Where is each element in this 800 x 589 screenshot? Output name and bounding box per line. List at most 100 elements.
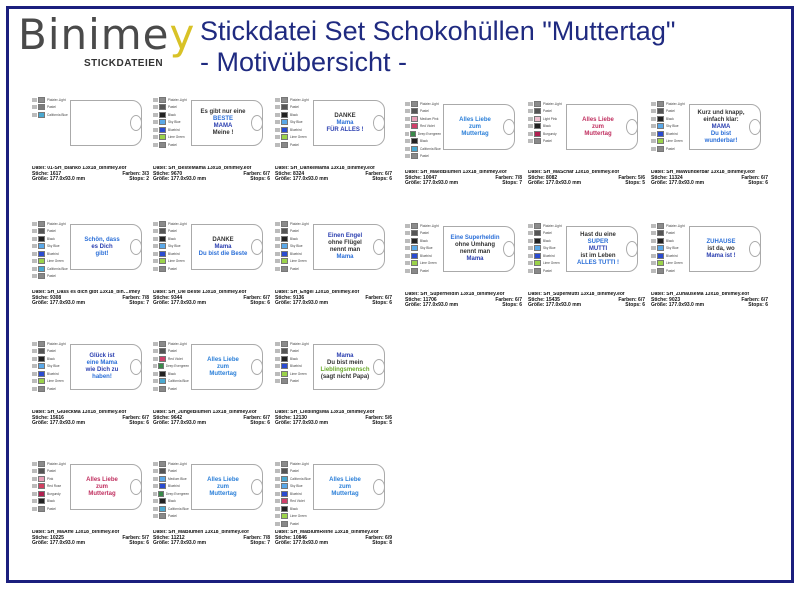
thread-row: Pink [32,475,68,482]
thread-row: Pastel [275,104,311,111]
cover-notch [130,359,142,375]
thread-color-swatch [38,104,45,110]
thread-color-swatch [157,363,164,369]
thread-name: Black [47,356,55,361]
thread-name: Lime Green [47,259,64,263]
thread-row: Lime Green [275,258,311,265]
thread-palette: Platzier-Light Pastel Medium Blue Bluebird D… [153,460,189,520]
file-name: Datei: SH_MaedBlumen 13x18_binimey.eof [405,170,507,175]
info-colors: Farben: 6/7 [741,296,768,303]
thread-spool-icon [32,105,37,109]
thread-color-swatch [281,498,288,504]
thread-color-swatch [159,96,166,103]
motif-text-line: Muttertag [209,490,237,497]
thread-spool-icon [651,124,656,128]
info-stops: Stops: 5 [625,180,645,187]
thread-row: Black [405,237,441,244]
thread-name: Platzier-Light [168,461,187,466]
thread-spool-icon [153,236,158,241]
motif-design: Alles Liebe zum Muttertag [573,109,623,145]
thread-row: Medium Blue [153,475,189,482]
thread-color-swatch [38,220,45,227]
thread-name: Pastel [168,229,177,233]
thread-color-swatch [38,235,45,242]
thread-row: Platzier-Light [528,100,564,107]
info-colors: Farben: 6/7 [243,170,270,177]
motif-text-line: MAMA [711,123,731,130]
motif-text-line: es Dich [91,243,113,250]
thread-name: Red Violet [420,124,435,128]
thread-name: Deep Evergreen [165,364,189,368]
info-stitches: Stiche: 8324 [275,170,305,177]
thread-row: Platzier-Light [32,460,68,467]
thread-spool-icon [153,105,158,109]
chocolate-cover-preview [70,100,142,146]
thread-name: Black [168,236,176,241]
motif-text-line: nennt man [459,249,491,255]
file-name: Datei: SH_Die Beste 13x18_binimey.eof [153,290,247,295]
thread-name: Pastel [290,521,299,526]
thread-name: California Blue [47,112,68,117]
motif-tile: Platzier-Light Pastel Pink Red Rose Burgundy… [32,460,149,562]
thread-spool-icon [405,238,410,243]
motif-text-line: DANKE [334,112,356,119]
motif-text-line: Kurz und knapp, [697,109,745,116]
thread-row: California Blue [275,475,311,482]
info-size: Größe: 177.0x93.0 mm [528,302,582,309]
motif-text-line: ohne Umhang [455,242,495,248]
cover-notch [373,239,385,255]
thread-spool-icon [405,116,410,121]
thread-name: Red Violet [290,499,305,503]
motif-text-line: Mama ist ! [706,252,736,259]
thread-name: Pastel [168,386,177,391]
thread-row: Sky Blue [275,119,311,126]
motif-text-line: ZUHAUSE [706,238,736,245]
info-stops: Stops: 6 [129,540,149,547]
chocolate-cover-preview: Alles Liebe zum Muttertag [191,464,263,510]
thread-row: Lime Green [275,513,311,520]
thread-name: Sky Blue [290,120,303,124]
thread-color-swatch [159,228,166,234]
thread-name: Pastel [47,229,56,233]
info-stitches: Stiche: 9308 [32,294,62,301]
thread-color-swatch [534,100,541,107]
info-colors: Farben: 7/8 [243,534,270,541]
thread-name: Lime Green [666,261,683,265]
thread-name: Black [420,238,428,243]
thread-name: Black [666,238,674,243]
thread-color-swatch [411,237,418,244]
thread-row: Pastel [405,267,441,274]
thread-spool-icon [528,101,533,106]
thread-name: Bluebird [290,364,302,368]
thread-name: Platzier-Light [168,97,187,102]
motif-tile: Platzier-Light Pastel Black Sky Blue Bluebir… [153,220,270,322]
motif-tile: Platzier-Light Pastel Black Sky Blue Bluebir… [32,220,149,322]
thread-row: Platzier-Light [275,460,311,467]
file-info: Datei: SH_GlueckMa 13x18_binimey.eof Stic… [32,410,149,427]
file-info: Datei: SH_DankeMama 13x18_binimey.eof Sti… [275,166,392,183]
info-size: Größe: 177.0x93.0 mm [275,176,329,183]
thread-color-swatch [657,230,664,236]
thread-color-swatch [38,355,45,362]
thread-name: Pastel [47,105,56,109]
thread-name: Platzier-Light [47,97,66,102]
motif-design: Alles Liebe zum Muttertag [198,469,248,505]
thread-color-swatch [411,115,418,122]
motif-text-line: Mama [466,256,484,262]
thread-name: Bluebird [47,371,59,376]
thread-color-swatch [411,100,418,107]
chocolate-cover-preview: Eine Superheldin ohne Umhang nennt man Mama [443,226,515,272]
thread-spool-icon [32,476,37,481]
thread-spool-icon [275,120,280,124]
thread-color-swatch [534,245,541,251]
info-stops: Stops: 6 [748,302,768,309]
thread-spool-icon [651,223,656,228]
motif-text-line: Muttertag [88,490,116,497]
thread-row: Pastel [528,138,564,145]
thread-spool-icon [275,484,280,488]
thread-spool-icon [32,491,37,496]
thread-color-swatch [657,108,664,114]
thread-row: Bluebird [153,250,189,257]
thread-name: Bluebird [290,251,302,256]
motif-tile: Platzier-Light Pastel California Blue Sky B… [275,460,392,562]
